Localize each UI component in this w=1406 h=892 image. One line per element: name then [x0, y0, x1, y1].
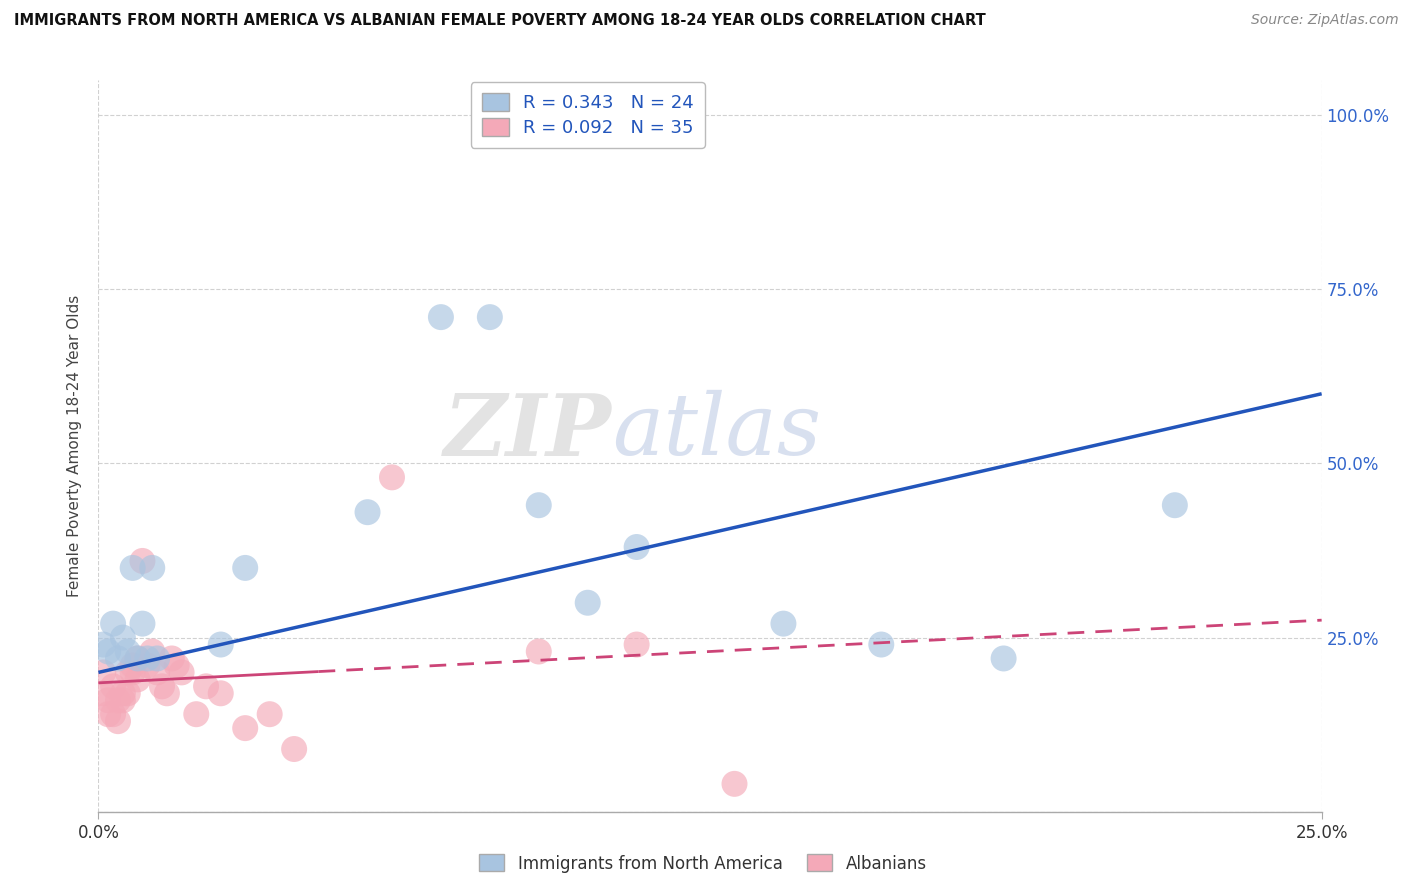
Point	[111, 686, 134, 700]
Y-axis label: Female Poverty Among 18-24 Year Olds: Female Poverty Among 18-24 Year Olds	[67, 295, 83, 597]
Legend: R = 0.343   N = 24, R = 0.092   N = 35: R = 0.343 N = 24, R = 0.092 N = 35	[471, 82, 704, 148]
Point	[107, 651, 129, 665]
Point	[160, 651, 183, 665]
Point	[101, 707, 124, 722]
Point	[107, 693, 129, 707]
Point	[209, 638, 232, 652]
Point	[136, 658, 159, 673]
Point	[150, 679, 173, 693]
Point	[101, 679, 124, 693]
Point	[1164, 498, 1187, 512]
Point	[101, 616, 124, 631]
Point	[626, 638, 648, 652]
Point	[91, 665, 114, 680]
Legend: Immigrants from North America, Albanians: Immigrants from North America, Albanians	[472, 847, 934, 880]
Point	[146, 665, 169, 680]
Point	[136, 651, 159, 665]
Text: ZIP: ZIP	[444, 390, 612, 473]
Point	[233, 721, 256, 735]
Point	[723, 777, 745, 791]
Point	[121, 561, 143, 575]
Point	[91, 686, 114, 700]
Point	[131, 616, 153, 631]
Point	[186, 707, 208, 722]
Point	[127, 651, 149, 665]
Point	[141, 644, 163, 658]
Point	[576, 596, 599, 610]
Point	[127, 651, 149, 665]
Point	[107, 714, 129, 728]
Point	[141, 561, 163, 575]
Point	[283, 742, 305, 756]
Point	[117, 665, 139, 680]
Point	[170, 665, 193, 680]
Point	[111, 631, 134, 645]
Text: IMMIGRANTS FROM NORTH AMERICA VS ALBANIAN FEMALE POVERTY AMONG 18-24 YEAR OLDS C: IMMIGRANTS FROM NORTH AMERICA VS ALBANIA…	[14, 13, 986, 29]
Point	[97, 693, 120, 707]
Point	[166, 658, 188, 673]
Point	[97, 707, 120, 722]
Point	[195, 679, 218, 693]
Text: Source: ZipAtlas.com: Source: ZipAtlas.com	[1251, 13, 1399, 28]
Point	[127, 673, 149, 687]
Point	[146, 651, 169, 665]
Point	[772, 616, 794, 631]
Point	[117, 644, 139, 658]
Point	[97, 644, 120, 658]
Point	[111, 693, 134, 707]
Point	[156, 686, 179, 700]
Point	[527, 644, 550, 658]
Point	[121, 658, 143, 673]
Point	[117, 686, 139, 700]
Point	[121, 665, 143, 680]
Text: atlas: atlas	[612, 390, 821, 473]
Point	[870, 638, 893, 652]
Point	[259, 707, 281, 722]
Point	[478, 310, 501, 325]
Point	[356, 505, 378, 519]
Point	[527, 498, 550, 512]
Point	[381, 470, 404, 484]
Point	[993, 651, 1015, 665]
Point	[209, 686, 232, 700]
Point	[626, 540, 648, 554]
Point	[233, 561, 256, 575]
Point	[131, 554, 153, 568]
Point	[430, 310, 453, 325]
Point	[91, 638, 114, 652]
